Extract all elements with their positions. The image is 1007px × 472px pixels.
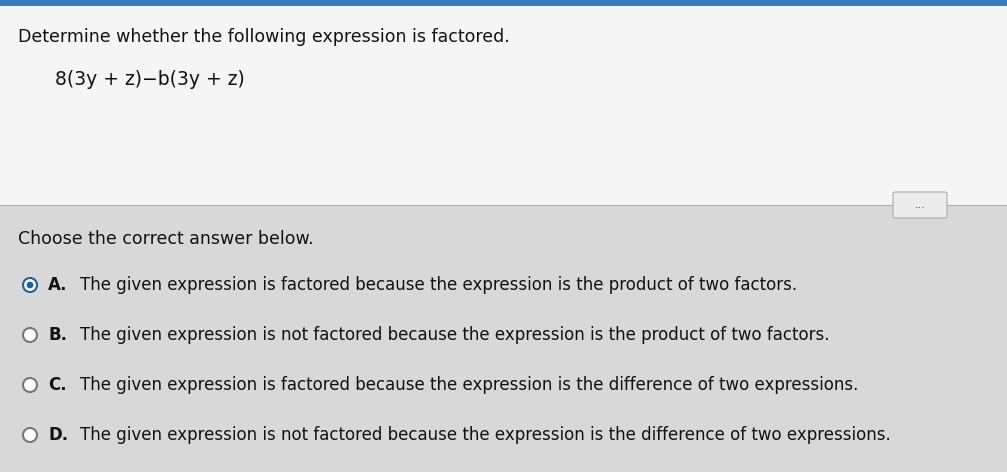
- Text: A.: A.: [48, 276, 67, 294]
- Circle shape: [23, 328, 37, 342]
- Text: D.: D.: [48, 426, 68, 444]
- Text: C.: C.: [48, 376, 66, 394]
- FancyBboxPatch shape: [0, 0, 1007, 205]
- Circle shape: [23, 278, 37, 292]
- Circle shape: [23, 428, 37, 442]
- Text: ...: ...: [914, 200, 925, 210]
- Circle shape: [23, 378, 37, 392]
- Text: The given expression is not factored because the expression is the product of tw: The given expression is not factored bec…: [80, 326, 830, 344]
- Text: The given expression is factored because the expression is the difference of two: The given expression is factored because…: [80, 376, 858, 394]
- Text: The given expression is factored because the expression is the product of two fa: The given expression is factored because…: [80, 276, 798, 294]
- Text: The given expression is not factored because the expression is the difference of: The given expression is not factored bec…: [80, 426, 891, 444]
- Circle shape: [26, 282, 33, 288]
- Text: 8(3y + z)−b(3y + z): 8(3y + z)−b(3y + z): [55, 70, 245, 89]
- FancyBboxPatch shape: [0, 0, 1007, 6]
- Text: B.: B.: [48, 326, 67, 344]
- FancyBboxPatch shape: [0, 205, 1007, 472]
- Text: Determine whether the following expression is factored.: Determine whether the following expressi…: [18, 28, 510, 46]
- FancyBboxPatch shape: [893, 192, 947, 218]
- Text: Choose the correct answer below.: Choose the correct answer below.: [18, 230, 313, 248]
